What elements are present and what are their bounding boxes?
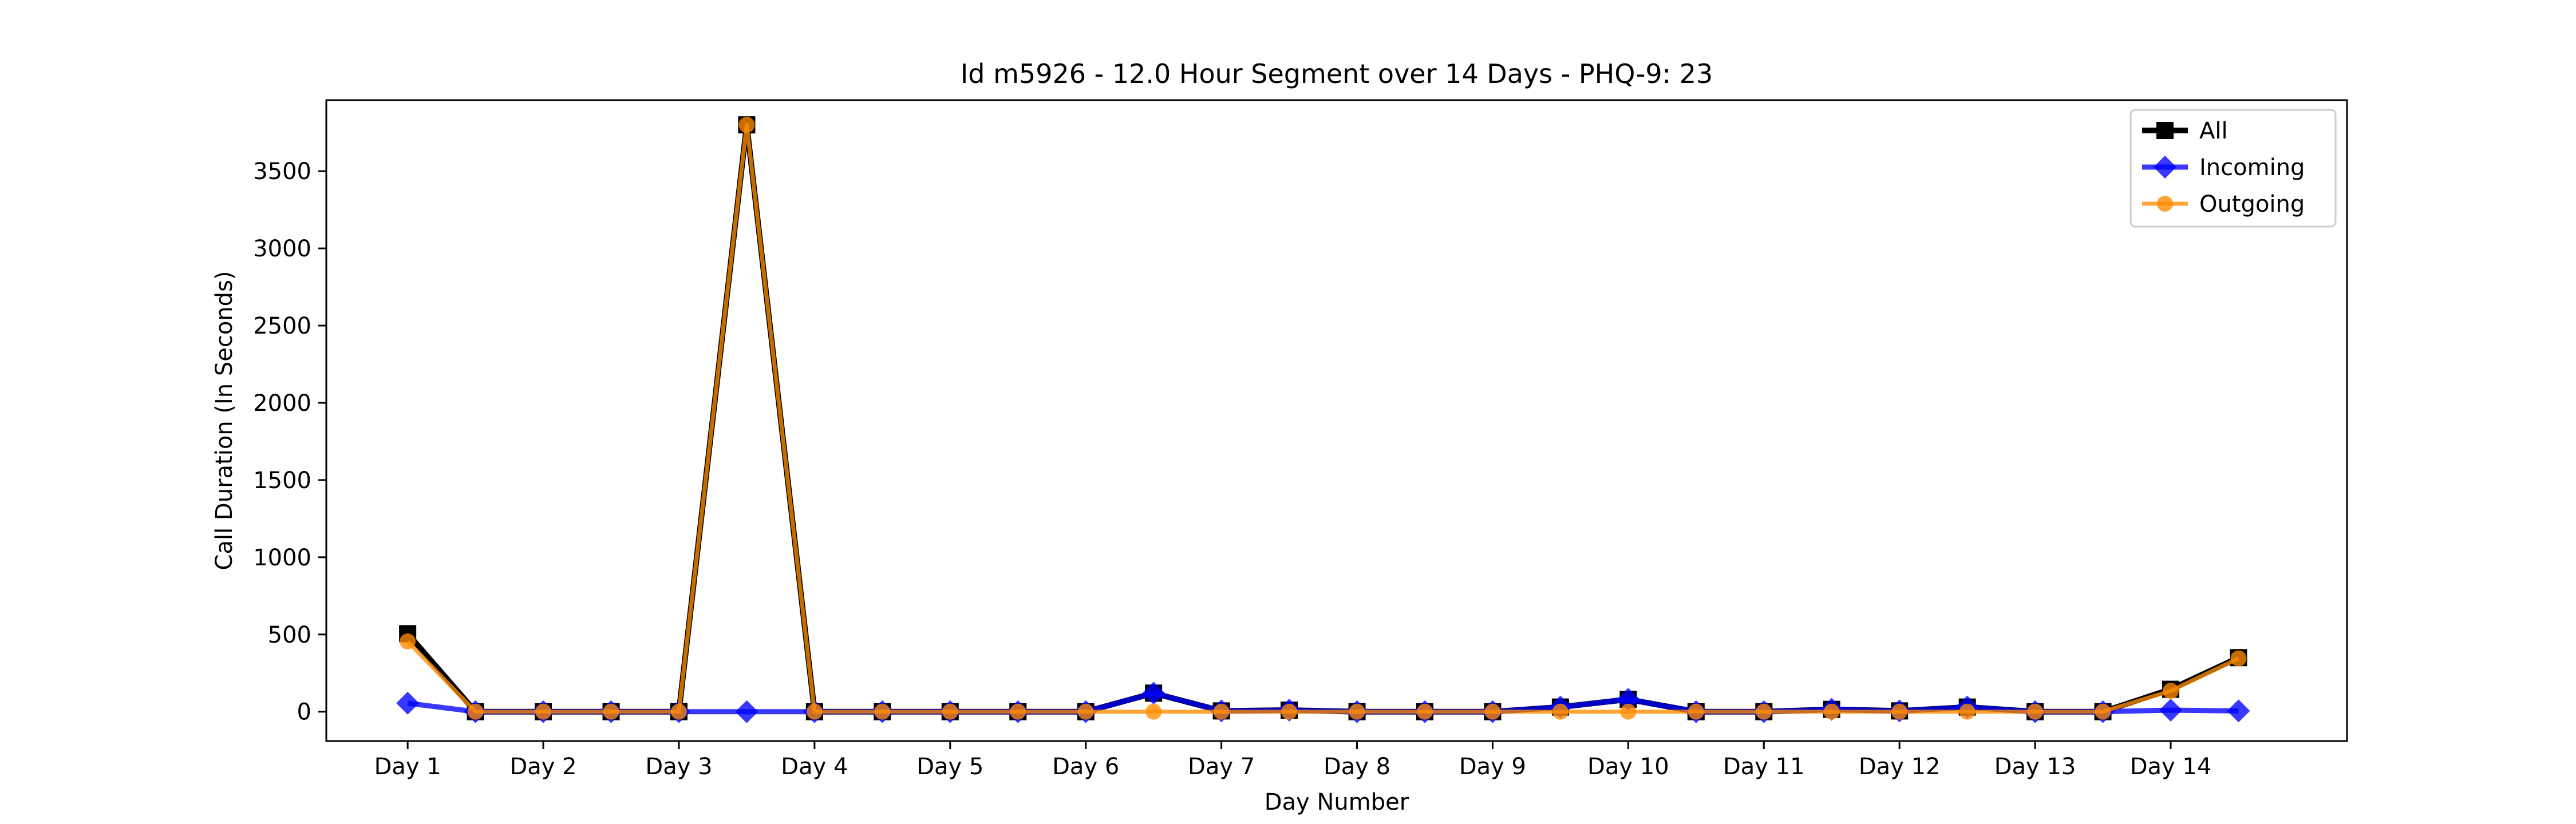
y-axis: 0 500 1000 1500 2000 2500 3000 3500 [253, 159, 326, 726]
y-tick-label: 2500 [253, 313, 311, 339]
x-tick-label: Day 8 [1323, 754, 1390, 780]
data-point [942, 703, 958, 720]
data-point [874, 703, 891, 720]
data-point [400, 633, 416, 649]
data-point [1617, 688, 1640, 711]
data-point [603, 703, 619, 720]
y-tick-label: 2000 [253, 390, 311, 417]
x-tick-label: Day 14 [2130, 754, 2212, 780]
data-point [467, 703, 484, 720]
data-point [1688, 703, 1704, 720]
y-tick-label: 1500 [253, 468, 311, 494]
legend-marker [2154, 156, 2176, 179]
legend-item: Outgoing [2142, 191, 2305, 217]
x-tick-label: Day 7 [1188, 754, 1255, 780]
x-axis: Day 1 Day 2 Day 3 Day 4 Day 5 Day 6 Day 7 Day 8… [374, 741, 2212, 780]
data-point [670, 703, 687, 720]
legend-label: All [2199, 118, 2228, 144]
data-point [1416, 703, 1433, 720]
x-tick-label: Day 4 [781, 754, 848, 780]
chart-title: Id m5926 - 12.0 Hour Segment over 14 Day… [961, 58, 1713, 89]
series-all [399, 116, 2247, 720]
legend-label: Outgoing [2199, 191, 2305, 217]
legend-frame [2129, 109, 2337, 228]
x-tick-label: Day 5 [916, 754, 983, 780]
data-point [1620, 703, 1637, 720]
x-tick-label: Day 13 [1994, 754, 2076, 780]
data-point [2027, 703, 2044, 720]
legend-item: All [2142, 118, 2228, 144]
x-tick-label: Day 9 [1459, 754, 1526, 780]
y-tick-label: 3000 [253, 236, 311, 262]
y-tick-label: 1000 [253, 545, 311, 571]
legend-label: Incoming [2199, 154, 2305, 181]
x-tick-label: Day 10 [1587, 754, 1669, 780]
data-point [1756, 703, 1772, 720]
data-point [1077, 703, 1094, 720]
data-point [2095, 703, 2111, 720]
series-layer [396, 116, 2250, 723]
data-point [806, 703, 823, 720]
data-point [2163, 683, 2179, 699]
x-tick-label: Day 1 [374, 754, 441, 780]
data-point [1484, 703, 1501, 720]
legend: All Incoming Outgoing [2129, 109, 2337, 228]
series-line [406, 122, 2239, 714]
data-point [738, 117, 755, 133]
data-point [1349, 703, 1365, 720]
x-tick-label: Day 11 [1723, 754, 1805, 780]
x-tick-label: Day 3 [645, 754, 712, 780]
data-point [2230, 650, 2247, 667]
data-point [1552, 703, 1568, 720]
data-point [1213, 703, 1230, 720]
legend-marker [2157, 196, 2173, 212]
data-point [2227, 699, 2250, 723]
data-point [1142, 682, 1165, 705]
x-tick-label: Day 6 [1052, 754, 1119, 780]
series-line [405, 122, 2240, 715]
y-tick-label: 0 [297, 699, 311, 726]
data-point [1891, 703, 1908, 720]
legend-item: Incoming [2142, 154, 2305, 181]
data-point [1281, 703, 1298, 720]
series-outgoing [400, 117, 2247, 720]
data-point [535, 703, 552, 720]
plot-frame [325, 99, 2348, 742]
y-axis-label: Call Duration (In Seconds) [211, 271, 238, 571]
data-point [735, 700, 758, 723]
plot-area [325, 99, 2348, 742]
data-point [2159, 699, 2183, 722]
x-axis-label: Day Number [1265, 789, 1409, 815]
legend-marker [2156, 122, 2174, 139]
data-point [396, 691, 420, 715]
x-tick-label: Day 12 [1859, 754, 1941, 780]
legend-items: All Incoming Outgoing [2142, 118, 2305, 217]
data-point [1959, 703, 1976, 720]
data-point [1145, 703, 1162, 720]
x-tick-label: Day 2 [509, 754, 576, 780]
y-tick-label: 500 [268, 622, 311, 648]
y-tick-label: 3500 [253, 159, 311, 185]
data-point [1823, 703, 1840, 720]
data-point [1010, 703, 1026, 720]
